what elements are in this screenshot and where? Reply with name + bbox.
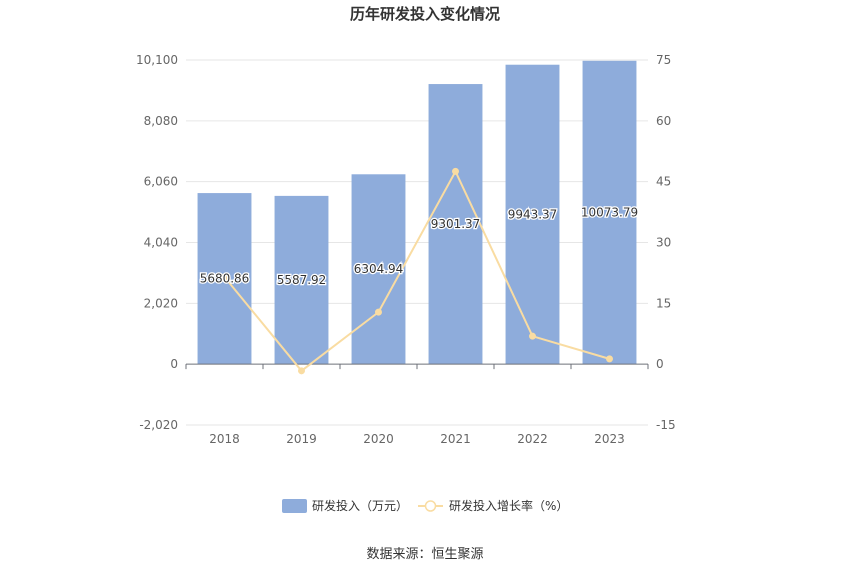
bar-label-2021: 9301.37 (431, 217, 481, 231)
y-left-tick-label: 10,100 (136, 53, 178, 67)
legend-bar-label[interactable]: 研发投入（万元） (312, 498, 408, 513)
bar-2020[interactable] (351, 174, 406, 365)
growth-rate-line (223, 169, 610, 373)
data-source: 数据来源：恒生聚源 (366, 547, 483, 562)
bar-2023[interactable] (582, 60, 637, 365)
y-right-tick-label: 75 (656, 53, 671, 67)
x-tick-label-2019: 2019 (286, 432, 317, 446)
y-left-tick-label: 6,060 (144, 175, 178, 189)
axis-layer: -2,020 0 2,020 4,040 6,060 8,080 10,100 -15 0 15 3… (136, 53, 676, 446)
legend-bar-swatch[interactable] (282, 499, 307, 513)
y-left-tick-label: 0 (170, 357, 178, 371)
x-tick-label-2021: 2021 (440, 432, 471, 446)
y-right-tick-label: 30 (656, 236, 671, 250)
x-tick-label-2018: 2018 (209, 432, 240, 446)
bar-layer (197, 60, 637, 365)
legend-line-label[interactable]: 研发投入增长率（%） (449, 498, 568, 513)
y-right-tick-label: 60 (656, 114, 671, 128)
legend-line-marker (424, 500, 437, 512)
x-tick-label-2023: 2023 (594, 432, 625, 446)
y-right-tick-label: 0 (656, 357, 664, 371)
bar-2022[interactable] (505, 64, 560, 365)
growth-rate-point-2022[interactable] (529, 332, 536, 340)
growth-rate-point-2019[interactable] (298, 367, 305, 375)
y-left-tick-label: -2,020 (139, 418, 178, 432)
growth-rate-point-2018[interactable] (221, 273, 228, 281)
bar-label-2019: 5587.92 (277, 273, 327, 287)
y-left-tick-label: 8,080 (144, 114, 178, 128)
line-layer (221, 167, 613, 375)
y-left-tick-label: 4,040 (144, 236, 178, 250)
x-tick-label-2020: 2020 (363, 432, 394, 446)
bar-label-2022: 9943.37 (508, 207, 558, 221)
growth-rate-point-2023[interactable] (606, 355, 613, 363)
y-right-tick-label: -15 (656, 418, 676, 432)
y-right-tick-label: 15 (656, 296, 671, 310)
growth-rate-point-2021[interactable] (452, 167, 459, 175)
bar-2021[interactable] (428, 84, 483, 365)
bar-2019[interactable] (274, 195, 329, 365)
bar-label-2018: 5680.86 (200, 272, 250, 286)
bar-label-2020: 6304.94 (354, 262, 404, 276)
label-layer: 5680.86 5587.92 6304.94 9301.37 9943.37 10073… (198, 204, 639, 288)
y-left-tick-label: 2,020 (144, 296, 178, 310)
legend: 研发投入（万元） 研发投入增长率（%） (282, 498, 568, 513)
y-right-tick-label: 45 (656, 175, 671, 189)
chart-title: 历年研发投入变化情况 (350, 5, 500, 23)
bar-label-2023: 10073.79 (581, 205, 638, 219)
x-tick-label-2022: 2022 (517, 432, 548, 446)
growth-rate-point-2020[interactable] (375, 308, 382, 316)
